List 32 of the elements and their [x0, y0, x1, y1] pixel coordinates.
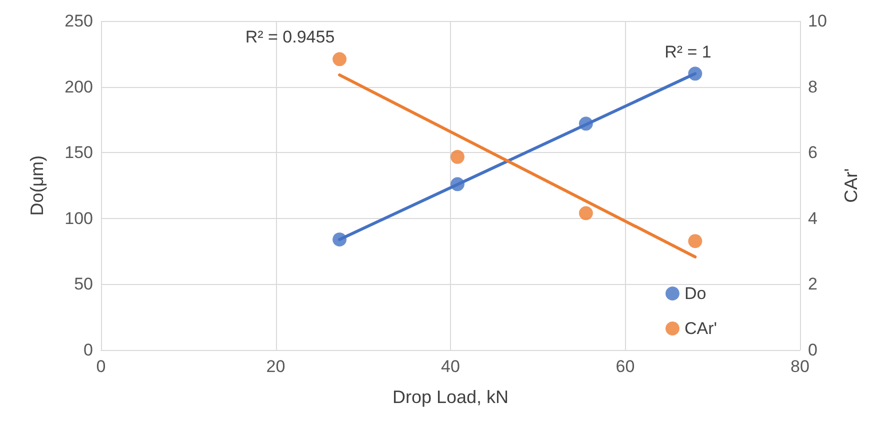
y2-tick-label: 6	[808, 143, 818, 162]
annotation: R² = 0.9455	[245, 28, 335, 46]
y2-tick-label: 8	[808, 77, 818, 96]
point	[578, 116, 593, 131]
y-tick-label: 250	[64, 12, 93, 30]
y-tick-label: 0	[84, 340, 93, 360]
y2-tick-label: 2	[808, 274, 818, 294]
y-tick-label: 50	[74, 274, 93, 294]
annotation: R² = 1	[664, 42, 712, 62]
y-tick-label: 100	[64, 208, 93, 228]
x-tick-label: 20	[266, 357, 286, 376]
y-axis-title: Do(μm)	[27, 155, 47, 216]
y2-tick-label: 10	[808, 12, 827, 30]
legend-label: Do	[684, 284, 706, 303]
point	[688, 66, 702, 81]
point	[332, 52, 347, 66]
x-axis-title: Drop Load, kN	[392, 387, 509, 407]
y-tick-label: 150	[64, 143, 93, 162]
y2-tick-label: 0	[808, 340, 818, 360]
point	[688, 234, 702, 248]
x-tick-label: 0	[96, 357, 106, 376]
y2-tick-label: 4	[808, 208, 818, 228]
y2-axis-title: CAr'	[841, 168, 861, 203]
point	[450, 177, 464, 192]
point	[450, 150, 464, 164]
legend-label: CAr'	[684, 319, 718, 338]
y-tick-label: 200	[64, 77, 93, 96]
point	[332, 232, 347, 246]
point	[578, 206, 593, 220]
x-tick-label: 80	[790, 357, 810, 376]
x-tick-label: 40	[441, 357, 460, 376]
x-tick-label: 60	[616, 357, 635, 376]
